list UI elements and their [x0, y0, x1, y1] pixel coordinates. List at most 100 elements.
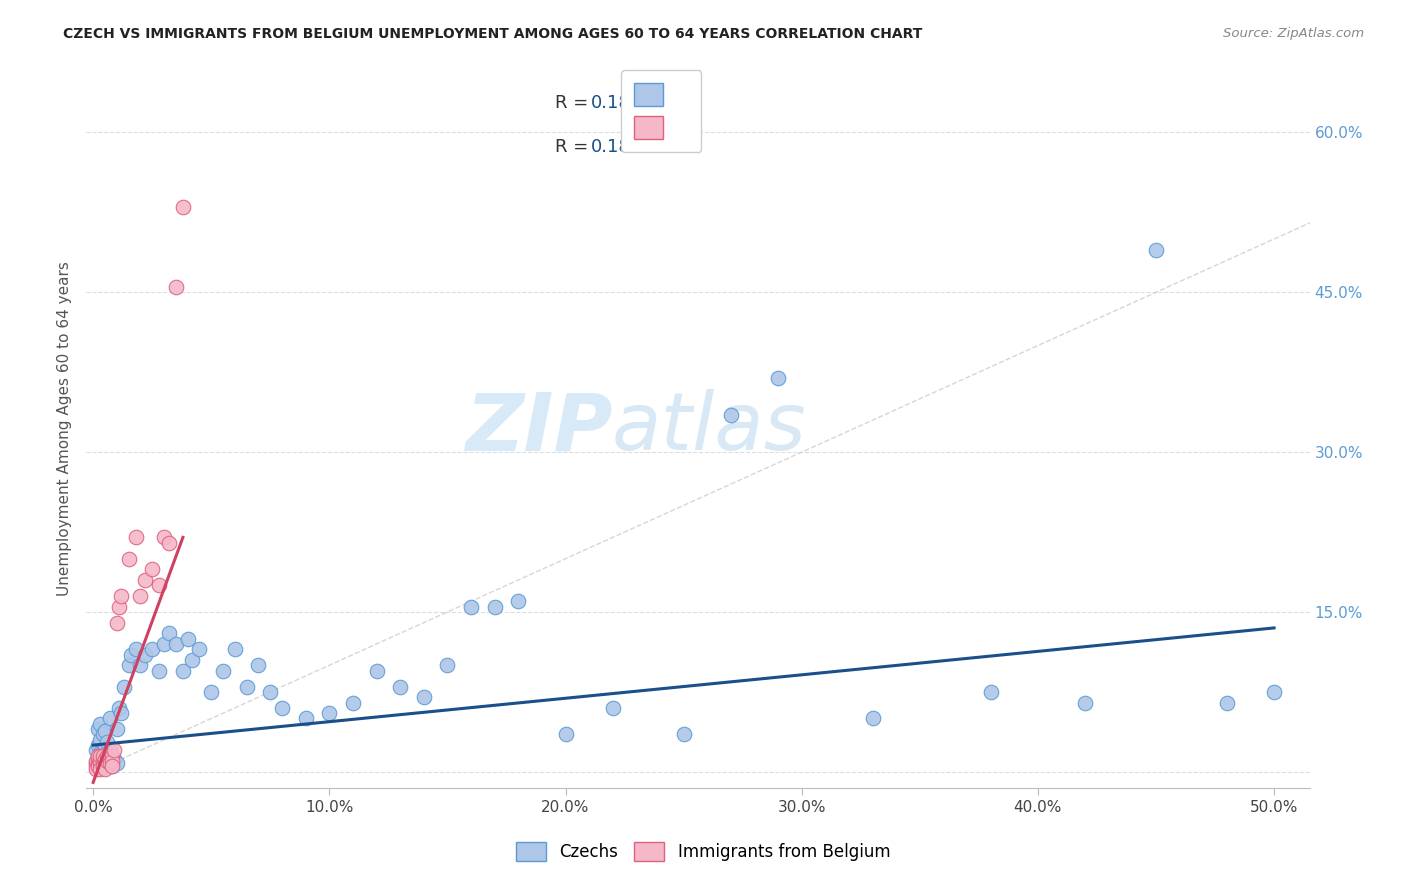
Point	[134, 573, 156, 587]
Point	[94, 741, 117, 756]
Point	[980, 685, 1002, 699]
Point	[247, 658, 270, 673]
Point	[148, 578, 170, 592]
Point	[96, 754, 118, 768]
Text: 38: 38	[678, 138, 702, 156]
Point	[87, 722, 110, 736]
Point	[766, 370, 789, 384]
Point	[89, 756, 111, 771]
Point	[91, 748, 114, 763]
Point	[176, 632, 198, 646]
Point	[89, 759, 111, 773]
Point	[108, 701, 131, 715]
Point	[862, 711, 884, 725]
Point	[294, 711, 316, 725]
Point	[172, 664, 194, 678]
Point	[117, 551, 139, 566]
Point	[460, 599, 482, 614]
Point	[134, 648, 156, 662]
Point	[153, 637, 176, 651]
Point	[101, 748, 124, 763]
Point	[94, 752, 117, 766]
Point	[1216, 696, 1239, 710]
Point	[84, 759, 107, 773]
Point	[96, 748, 118, 763]
Point	[105, 756, 128, 771]
Point	[117, 658, 139, 673]
Point	[89, 754, 111, 768]
Point	[157, 535, 180, 549]
Text: 70: 70	[678, 94, 702, 112]
Point	[720, 408, 742, 422]
Point	[602, 701, 624, 715]
Point	[98, 743, 121, 757]
Point	[87, 752, 110, 766]
Point	[110, 706, 132, 721]
Point	[91, 759, 114, 773]
Point	[157, 626, 180, 640]
Point	[112, 680, 135, 694]
Text: N =: N =	[634, 94, 686, 112]
Point	[1144, 243, 1167, 257]
Point	[84, 756, 107, 771]
Point	[259, 685, 281, 699]
Text: 0.187: 0.187	[592, 138, 643, 156]
Point	[91, 748, 114, 763]
Legend: Czechs, Immigrants from Belgium: Czechs, Immigrants from Belgium	[509, 835, 897, 868]
Point	[87, 756, 110, 771]
Point	[91, 759, 114, 773]
Point	[389, 680, 412, 694]
Point	[94, 756, 117, 771]
Point	[1263, 685, 1285, 699]
Text: atlas: atlas	[612, 389, 807, 467]
Point	[84, 762, 107, 776]
Point	[484, 599, 506, 614]
Point	[101, 759, 124, 773]
Point	[94, 754, 117, 768]
Point	[141, 642, 163, 657]
Point	[87, 738, 110, 752]
Point	[124, 642, 146, 657]
Text: ZIP: ZIP	[465, 389, 612, 467]
Point	[98, 752, 121, 766]
Point	[96, 735, 118, 749]
Point	[105, 615, 128, 630]
Point	[108, 599, 131, 614]
Point	[165, 280, 187, 294]
Point	[96, 759, 118, 773]
Point	[148, 664, 170, 678]
Point	[124, 530, 146, 544]
Point	[235, 680, 257, 694]
Text: R =: R =	[554, 138, 593, 156]
Point	[98, 711, 121, 725]
Point	[91, 727, 114, 741]
Point	[181, 653, 204, 667]
Point	[98, 756, 121, 771]
Point	[129, 589, 152, 603]
Point	[318, 706, 340, 721]
Point	[94, 762, 117, 776]
Point	[84, 743, 107, 757]
Point	[554, 727, 576, 741]
Text: N =: N =	[634, 138, 686, 156]
Point	[87, 759, 110, 773]
Point	[412, 690, 434, 705]
Point	[103, 743, 125, 757]
Point	[105, 722, 128, 736]
Point	[153, 530, 176, 544]
Point	[101, 748, 124, 763]
Y-axis label: Unemployment Among Ages 60 to 64 years: Unemployment Among Ages 60 to 64 years	[58, 260, 72, 596]
Point	[94, 724, 117, 739]
Point	[188, 642, 211, 657]
Point	[172, 200, 194, 214]
Point	[89, 762, 111, 776]
Point	[165, 637, 187, 651]
Point	[84, 754, 107, 768]
Point	[508, 594, 530, 608]
Point	[200, 685, 222, 699]
Point	[271, 701, 294, 715]
Point	[89, 748, 111, 763]
Text: R =: R =	[554, 94, 593, 112]
Point	[342, 696, 364, 710]
Point	[103, 752, 125, 766]
